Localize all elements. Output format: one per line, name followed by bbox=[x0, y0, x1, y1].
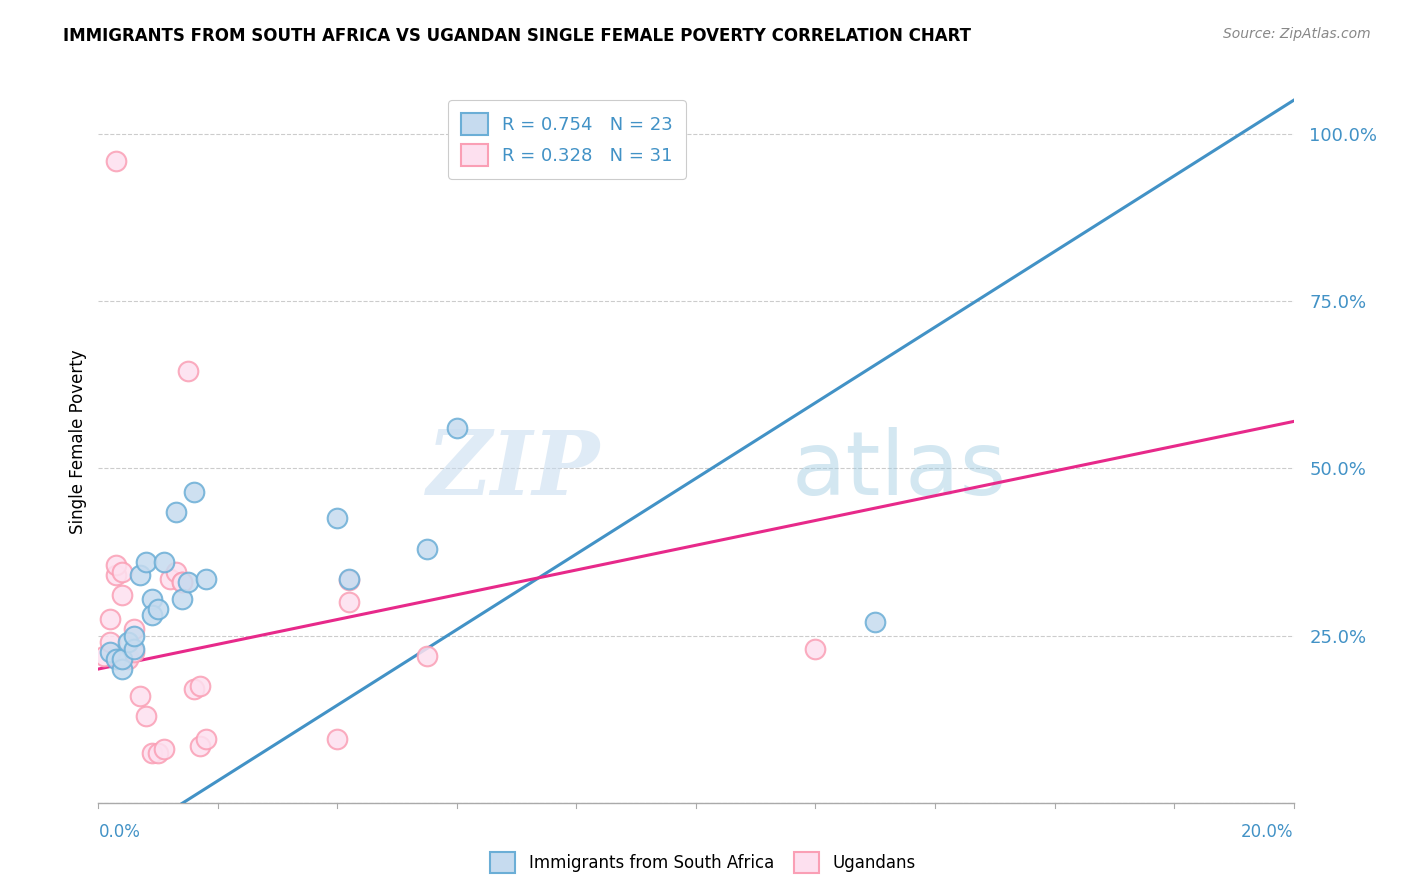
Point bbox=[177, 364, 200, 378]
Point bbox=[416, 541, 439, 556]
Point bbox=[416, 648, 439, 663]
Text: 0.0%: 0.0% bbox=[98, 823, 141, 841]
Point bbox=[195, 732, 218, 747]
Point bbox=[105, 652, 128, 666]
Point bbox=[124, 645, 146, 659]
Point bbox=[98, 645, 122, 659]
Point bbox=[111, 652, 134, 666]
Point bbox=[135, 555, 157, 569]
Point bbox=[177, 575, 200, 590]
Point bbox=[141, 746, 163, 760]
Point bbox=[339, 595, 361, 609]
Point bbox=[804, 642, 827, 657]
Point bbox=[105, 558, 128, 573]
Point bbox=[111, 589, 134, 603]
Point bbox=[153, 742, 176, 756]
Point bbox=[195, 572, 218, 586]
Point bbox=[124, 642, 146, 657]
Point bbox=[153, 555, 176, 569]
Point bbox=[183, 681, 205, 696]
Point bbox=[339, 572, 361, 586]
Y-axis label: Single Female Poverty: Single Female Poverty bbox=[69, 350, 87, 533]
Point bbox=[326, 511, 349, 525]
Point bbox=[865, 615, 887, 630]
Point bbox=[105, 568, 128, 582]
Point bbox=[339, 573, 361, 587]
Point bbox=[135, 708, 157, 723]
Point bbox=[148, 746, 170, 760]
Text: 20.0%: 20.0% bbox=[1241, 823, 1294, 841]
Point bbox=[129, 689, 152, 703]
Point bbox=[124, 628, 146, 642]
Point bbox=[98, 612, 122, 626]
Point bbox=[98, 635, 122, 649]
Point bbox=[188, 679, 211, 693]
Point bbox=[172, 575, 194, 590]
Point bbox=[165, 565, 187, 579]
Point bbox=[148, 602, 170, 616]
Point bbox=[188, 739, 211, 753]
Point bbox=[141, 608, 163, 623]
Point bbox=[183, 484, 205, 499]
Point bbox=[117, 652, 139, 666]
Text: atlas: atlas bbox=[792, 427, 1007, 514]
Point bbox=[165, 505, 187, 519]
Text: ZIP: ZIP bbox=[427, 427, 600, 514]
Point bbox=[159, 572, 181, 586]
Point bbox=[129, 568, 152, 582]
Point bbox=[326, 732, 349, 747]
Point bbox=[111, 565, 134, 579]
Point bbox=[93, 648, 115, 663]
Point bbox=[117, 635, 139, 649]
Point bbox=[141, 591, 163, 606]
Point bbox=[172, 575, 194, 590]
Point bbox=[124, 622, 146, 636]
Text: Source: ZipAtlas.com: Source: ZipAtlas.com bbox=[1223, 27, 1371, 41]
Point bbox=[105, 153, 128, 168]
Point bbox=[172, 591, 194, 606]
Text: IMMIGRANTS FROM SOUTH AFRICA VS UGANDAN SINGLE FEMALE POVERTY CORRELATION CHART: IMMIGRANTS FROM SOUTH AFRICA VS UGANDAN … bbox=[63, 27, 972, 45]
Point bbox=[111, 662, 134, 676]
Legend: Immigrants from South Africa, Ugandans: Immigrants from South Africa, Ugandans bbox=[484, 846, 922, 880]
Point bbox=[446, 421, 468, 435]
Point bbox=[117, 648, 139, 663]
Legend: R = 0.754   N = 23, R = 0.328   N = 31: R = 0.754 N = 23, R = 0.328 N = 31 bbox=[449, 100, 686, 178]
